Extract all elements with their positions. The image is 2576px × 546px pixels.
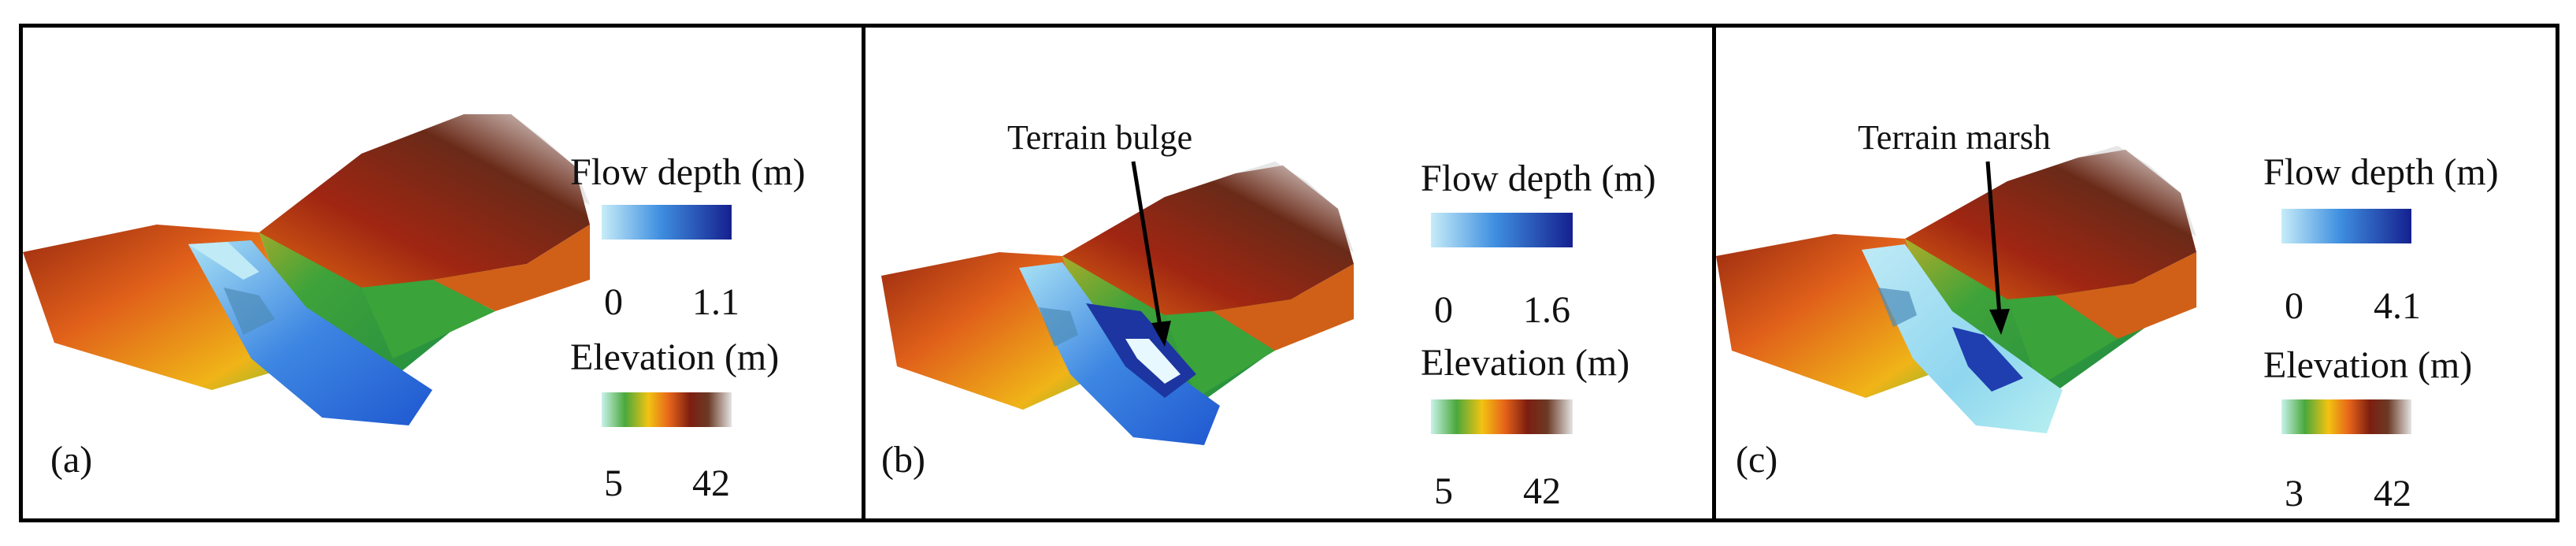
flow-depth-colorbar — [602, 205, 732, 240]
elevation-min: 5 — [1434, 470, 1453, 512]
annotation-label: Terrain marsh — [1858, 118, 2051, 157]
flow-depth-min: 0 — [1434, 289, 1453, 331]
annotation-arrow — [1985, 161, 2010, 335]
flow-depth-min: 0 — [2285, 285, 2304, 327]
flow-depth-title: Flow depth (m) — [1421, 158, 1656, 199]
elevation-title: Elevation (m) — [570, 336, 780, 378]
panel-label: (c) — [1736, 439, 1778, 481]
elevation-title: Elevation (m) — [1421, 342, 1630, 384]
flow-depth-max: 1.6 — [1523, 289, 1570, 331]
annotation-arrow — [1131, 161, 1171, 347]
terrain-surface — [1716, 146, 2196, 433]
terrain-surface — [23, 114, 590, 425]
flow-depth-max: 1.1 — [692, 281, 739, 323]
panel-label: (a) — [50, 439, 93, 481]
flow-depth-title: Flow depth (m) — [570, 151, 806, 193]
flow-depth-colorbar — [2281, 209, 2411, 243]
flow-depth-colorbar — [1431, 213, 1573, 247]
flow-depth-max: 4.1 — [2374, 285, 2421, 327]
elevation-min: 5 — [604, 462, 623, 504]
flow-depth-min: 0 — [604, 281, 623, 323]
elevation-min: 3 — [2285, 473, 2304, 514]
panel-label: (b) — [881, 439, 925, 481]
elevation-max: 42 — [2374, 473, 2411, 514]
panel-c: Terrain marsh Flow depth (m) 0 4.1 Eleva… — [1712, 24, 2559, 522]
flow-depth-title: Flow depth (m) — [2263, 151, 2499, 193]
elevation-max: 42 — [692, 462, 730, 504]
annotation-label: Terrain bulge — [1007, 118, 1193, 157]
panel-b: Terrain bulge Flow depth (m) 0 1.6 Eleva… — [862, 24, 1716, 522]
elevation-colorbar — [2281, 399, 2411, 434]
elevation-title: Elevation (m) — [2263, 344, 2473, 386]
terrain-surface — [881, 162, 1354, 445]
elevation-colorbar — [602, 392, 732, 427]
elevation-max: 42 — [1523, 470, 1561, 512]
elevation-colorbar — [1431, 399, 1573, 434]
panel-a: Flow depth (m) 0 1.1 Elevation (m) 5 42 … — [19, 24, 865, 522]
